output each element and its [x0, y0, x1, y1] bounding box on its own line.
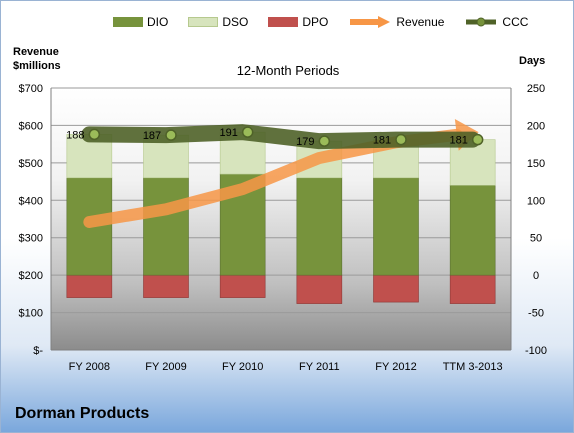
legend-swatch-dpo [268, 17, 299, 27]
right-tick-label: -50 [528, 308, 544, 320]
bar-dpo [449, 274, 496, 304]
x-tick-label: FY 2010 [222, 361, 263, 373]
company-name: Dorman Products [15, 405, 150, 422]
ccc-point [165, 129, 177, 141]
left-tick-label: $600 [19, 120, 43, 132]
left-tick-label: $200 [19, 270, 43, 282]
x-tick-label: FY 2008 [69, 361, 110, 373]
right-tick-label: -100 [525, 345, 547, 357]
legend-item-dpo: DPO [268, 15, 328, 29]
ccc-point [88, 128, 101, 141]
legend-label-dpo: DPO [302, 15, 329, 29]
right-tick-label: 50 [530, 233, 542, 245]
right-tick-label: 150 [527, 158, 545, 170]
left-tick-label: $300 [19, 233, 43, 245]
legend-swatch-ccc [466, 17, 497, 27]
legend: DIO DSO DPO Revenue CCC [113, 15, 548, 29]
legend-label-ccc: CCC [502, 15, 529, 29]
bar-dpo [373, 274, 419, 303]
x-tick-label: FY 2011 [299, 361, 340, 373]
ccc-data-label: 181 [449, 135, 467, 147]
ccc-data-label: 181 [373, 135, 391, 147]
bar-dpo [296, 274, 343, 304]
ccc-point [395, 133, 407, 146]
right-axis-title: Days [519, 55, 546, 67]
left-tick-label: $100 [19, 308, 43, 320]
left-axis-title: Revenue $millions [13, 45, 61, 73]
left-tick-label: $500 [19, 158, 43, 170]
legend-item-dio: DIO [113, 15, 168, 29]
left-tick-label: $700 [19, 83, 43, 95]
left-axis-title-line2: $millions [13, 60, 61, 72]
x-tick-label: FY 2012 [375, 361, 416, 373]
legend-item-revenue: Revenue [348, 15, 444, 29]
legend-swatch-dso [188, 17, 219, 27]
ccc-line [81, 124, 481, 150]
bar-dpo [143, 274, 189, 298]
ccc-point [318, 135, 331, 147]
legend-label-dio: DIO [147, 15, 169, 29]
x-tick-label: TTM 3-2013 [443, 361, 503, 373]
ccc-data-label: 188 [66, 129, 84, 141]
bar-dpo [219, 274, 266, 298]
bar-dio [373, 177, 419, 276]
left-tick-label: $- [33, 345, 43, 357]
ccc-data-label: 191 [219, 127, 237, 139]
ccc-point [241, 126, 254, 138]
legend-swatch-revenue [350, 16, 391, 28]
legend-swatch-dio [113, 17, 143, 27]
bar-dio [296, 177, 343, 276]
left-axis-title-line1: Revenue [13, 46, 59, 58]
x-tick-label: FY 2009 [145, 361, 186, 373]
ccc-data-label: 187 [143, 130, 161, 142]
bar-dio [449, 185, 496, 276]
legend-label-revenue: Revenue [396, 15, 445, 29]
ccc-data-label: 179 [296, 136, 314, 148]
legend-item-ccc: CCC [464, 15, 528, 29]
bar-dpo [66, 274, 113, 298]
legend-label-dso: DSO [222, 15, 249, 29]
right-tick-label: 100 [527, 195, 545, 207]
legend-item-dso: DSO [188, 15, 248, 29]
right-tick-label: 250 [527, 83, 545, 95]
right-tick-label: 200 [527, 120, 545, 132]
chart-subtitle: 12-Month Periods [236, 63, 340, 78]
bar-dio [143, 177, 189, 276]
ccc-point [471, 133, 484, 146]
right-tick-label: 0 [533, 270, 539, 282]
left-tick-label: $400 [19, 195, 43, 207]
